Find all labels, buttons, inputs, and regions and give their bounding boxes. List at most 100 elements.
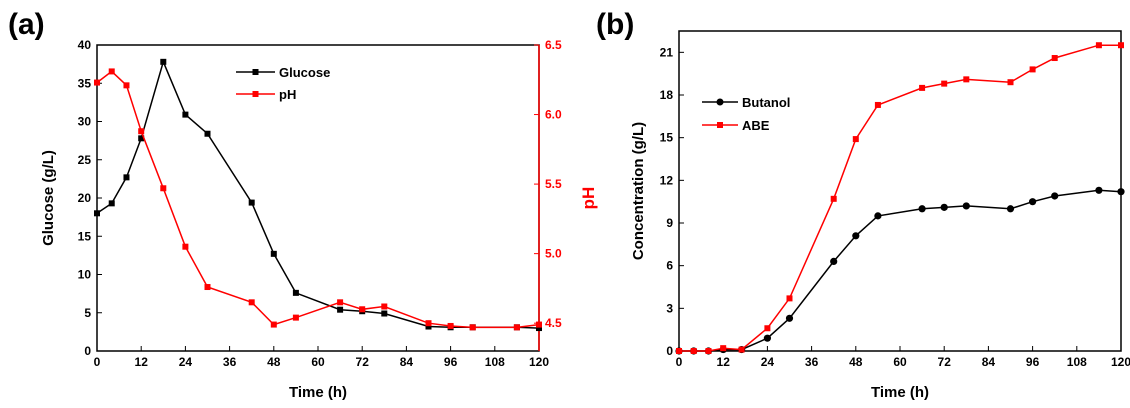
data-point-ph [270, 321, 277, 328]
data-point-glucose [108, 200, 115, 207]
data-point-ph [108, 68, 115, 75]
data-point-butanol [918, 205, 926, 213]
data-point-ph [182, 243, 189, 250]
y-tick-label: 30 [78, 115, 92, 129]
data-point-glucose [204, 130, 211, 137]
data-point-butanol [785, 314, 794, 322]
data-point-abe [764, 325, 771, 332]
x-axis-title-b: Time (h) [871, 384, 929, 401]
data-point-butanol [1117, 188, 1125, 196]
y-tick-label: 5 [84, 306, 91, 320]
data-point-abe [919, 84, 926, 91]
data-point-abe [1095, 42, 1102, 49]
x-tick-label: 12 [135, 355, 149, 369]
y-tick-label: 12 [660, 173, 674, 187]
x-tick-label: 60 [311, 355, 325, 369]
data-point-abe [1007, 79, 1014, 86]
data-point-butanol [940, 203, 948, 211]
y-tick-label: 20 [78, 191, 92, 205]
y-axis-title-a: Glucose (g/L) [40, 150, 57, 246]
data-point-butanol [1006, 205, 1015, 213]
x-tick-label: 24 [179, 355, 193, 369]
data-point-ph [94, 79, 100, 86]
data-point-ph [337, 299, 344, 306]
x-tick-label: 84 [982, 355, 996, 369]
y2-tick-label: 5.5 [545, 177, 562, 191]
data-point-butanol [1029, 198, 1037, 206]
data-point-abe [1029, 66, 1036, 73]
y-tick-label: 0 [84, 344, 91, 358]
data-point-abe [720, 345, 727, 352]
x-tick-label: 36 [223, 355, 237, 369]
data-point-glucose [381, 310, 388, 317]
data-point-glucose [160, 58, 167, 65]
data-point-abe [852, 136, 859, 143]
data-point-ph [123, 82, 130, 89]
data-point-glucose [425, 323, 432, 330]
data-point-abe [1051, 55, 1058, 62]
x-tick-label: 0 [676, 355, 683, 369]
data-point-abe [705, 348, 712, 354]
y2-tick-label: 6.0 [545, 108, 562, 122]
plot-frame-b [678, 30, 1122, 352]
legend-b: Butanol ABE [702, 95, 790, 133]
x-axis-title-a: Time (h) [289, 384, 347, 401]
y-tick-label: 9 [666, 216, 673, 230]
data-point-ph [425, 320, 432, 327]
y2-tick-label: 4.5 [545, 316, 562, 330]
panel-b: (b) 0 12 24 36 48 60 72 84 96 108 120 036912151821… [596, 8, 1130, 401]
y-tick-label: 18 [660, 88, 674, 102]
legend-marker-abe [717, 122, 723, 128]
y-tick-label: 15 [660, 131, 674, 145]
data-point-butanol [1095, 186, 1103, 194]
x-tick-label: 0 [94, 355, 101, 369]
panel-b-label: (b) [596, 8, 634, 41]
legend-marker-ph [252, 91, 259, 97]
data-point-ph [469, 324, 476, 331]
panel-a-label: (a) [8, 8, 45, 41]
y2-axis-title-a: pH [579, 187, 598, 210]
data-point-butanol [830, 257, 838, 265]
data-point-butanol [763, 334, 772, 342]
data-point-glucose [123, 174, 130, 181]
data-point-abe [690, 348, 697, 354]
data-point-glucose [138, 135, 145, 142]
series-line-butanol [679, 189, 1122, 352]
x-tick-label: 24 [761, 355, 775, 369]
data-point-abe [676, 348, 682, 354]
data-point-ph [359, 306, 366, 313]
data-point-glucose [94, 210, 100, 217]
y-tick-label: 21 [660, 45, 674, 59]
legend-label-ph: pH [279, 87, 296, 102]
y-tick-label: 10 [78, 268, 92, 282]
data-point-ph [204, 284, 211, 291]
data-point-butanol [1051, 192, 1059, 200]
y-axis-title-b: Concentration (g/L) [630, 122, 647, 260]
data-point-abe [1118, 42, 1124, 49]
y2-tick-label: 6.5 [545, 38, 562, 52]
x-tick-label: 108 [1067, 355, 1087, 369]
legend-label-glucose: Glucose [279, 65, 330, 80]
data-point-butanol [852, 232, 860, 240]
data-point-abe [738, 346, 745, 353]
x-tick-label: 96 [1026, 355, 1040, 369]
x-tick-label: 120 [529, 355, 549, 369]
legend-marker-glucose [252, 69, 259, 75]
data-point-abe [786, 295, 793, 302]
x-tick-label: 60 [893, 355, 907, 369]
y-tick-label: 15 [78, 229, 92, 243]
data-point-ph [447, 322, 454, 329]
data-point-abe [830, 195, 837, 202]
data-point-glucose [270, 250, 277, 257]
x-tick-label: 36 [805, 355, 819, 369]
x-tick-label: 120 [1111, 355, 1130, 369]
x-tick-label: 72 [938, 355, 952, 369]
data-point-ph [381, 303, 388, 310]
data-point-ph [138, 128, 145, 135]
data-point-glucose [337, 306, 344, 313]
data-point-glucose [248, 199, 255, 206]
data-point-abe [963, 76, 970, 83]
data-point-abe [874, 101, 881, 108]
x-tick-label: 12 [717, 355, 731, 369]
y-tick-label: 40 [78, 38, 92, 52]
